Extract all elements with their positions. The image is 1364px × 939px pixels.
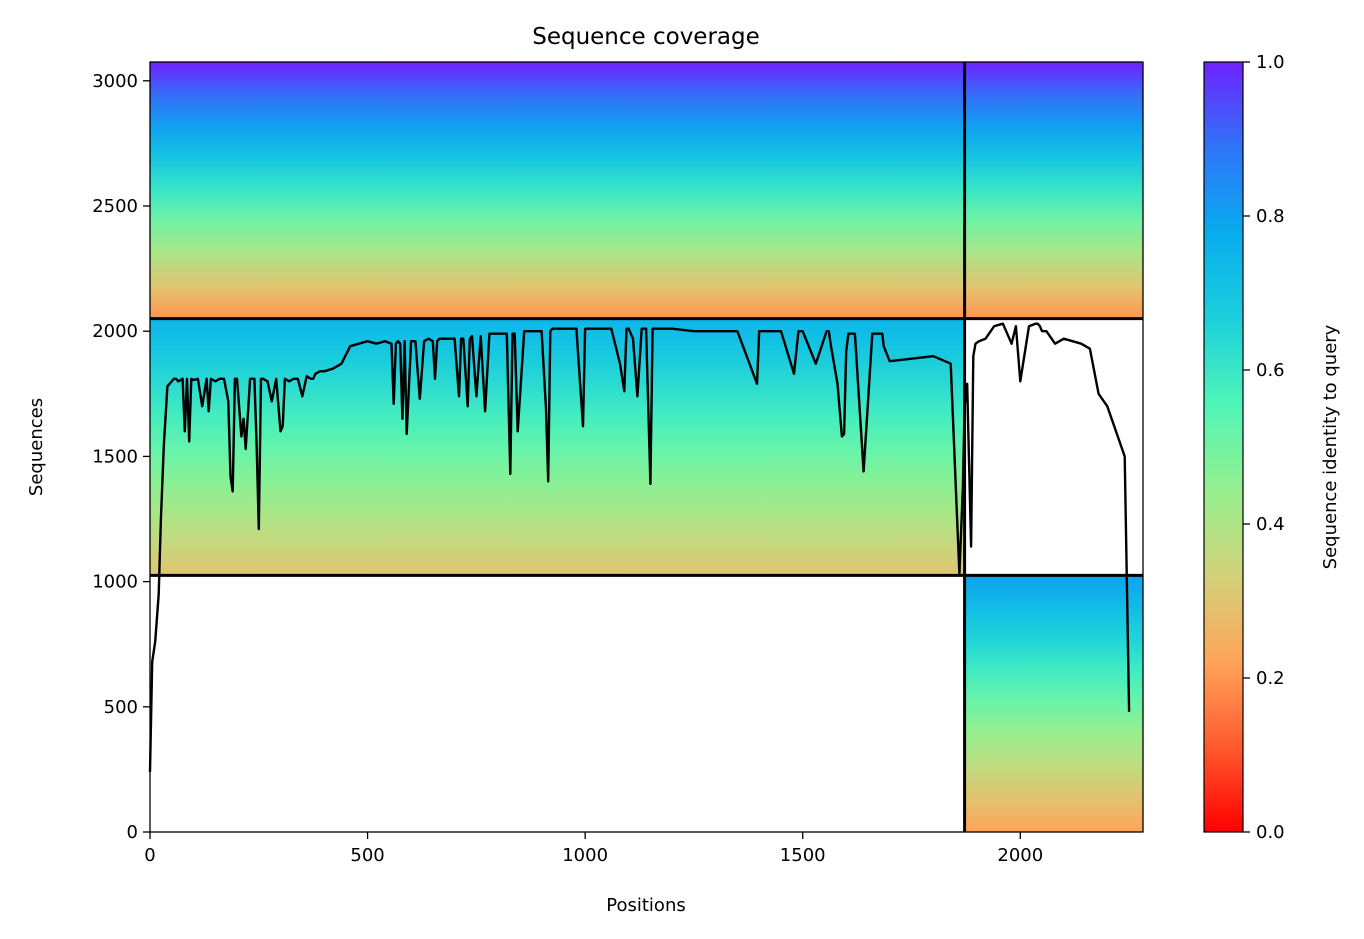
x-axis: 0 500 1000 1500 2000	[144, 832, 1043, 866]
chart-title: Sequence coverage	[532, 24, 760, 50]
colorbar: 0.0 0.2 0.4 0.6 0.8 1.0 Sequence identity to …	[1203, 52, 1341, 843]
x-tick-label: 1500	[780, 845, 826, 866]
x-tick-label: 500	[350, 845, 384, 866]
y-axis-label: Sequences	[26, 398, 47, 496]
coverage-line	[148, 322, 1131, 772]
y-tick-label: 2000	[92, 321, 138, 342]
x-axis-label: Positions	[606, 895, 685, 916]
y-tick-label: 3000	[92, 71, 138, 92]
block-paired	[150, 62, 1143, 319]
plot-frame	[149, 61, 1144, 833]
x-tick-label: 0	[144, 845, 155, 866]
y-tick-label: 1500	[92, 446, 138, 467]
colorbar-label: Sequence identity to query	[1320, 324, 1341, 569]
colorbar-tick-label: 0.2	[1256, 668, 1285, 689]
y-tick-label: 500	[104, 697, 138, 718]
y-tick-label: 0	[127, 822, 138, 843]
x-tick-label: 1000	[562, 845, 608, 866]
colorbar-tick-label: 0.4	[1256, 514, 1285, 535]
y-tick-label: 1000	[92, 572, 138, 593]
colorbar-tick-label: 0.8	[1256, 206, 1285, 227]
block-chain-B	[964, 575, 1143, 832]
colorbar-tick-label: 1.0	[1256, 52, 1285, 73]
plot-area	[148, 61, 1144, 833]
y-tick-label: 2500	[92, 196, 138, 217]
y-axis: 0 500 1000 1500 2000 2500 3000	[92, 71, 150, 843]
colorbar-tick-label: 0.0	[1256, 822, 1285, 843]
x-tick-label: 2000	[997, 845, 1043, 866]
colorbar-fill	[1203, 61, 1244, 833]
block-chain-A	[150, 318, 965, 576]
colorbar-tick-label: 0.6	[1256, 360, 1285, 381]
